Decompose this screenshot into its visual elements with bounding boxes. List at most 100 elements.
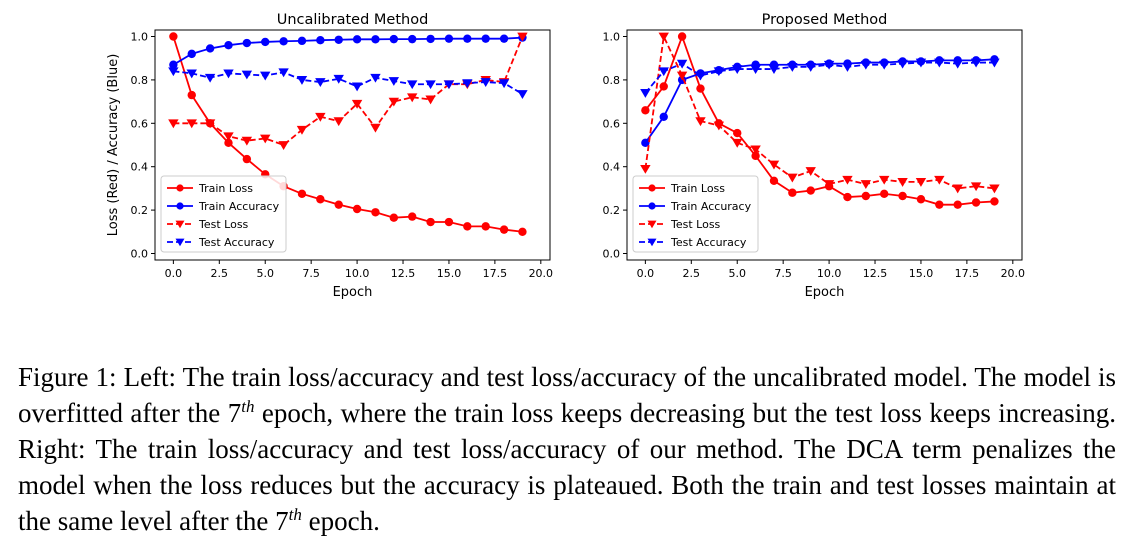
data-point bbox=[713, 67, 725, 77]
data-point bbox=[462, 79, 473, 89]
y-tick-label: 0.2 bbox=[603, 204, 621, 217]
data-point bbox=[915, 177, 927, 187]
data-point bbox=[696, 84, 705, 93]
x-tick-label: 12.5 bbox=[863, 267, 888, 280]
data-point bbox=[659, 82, 668, 91]
data-point bbox=[843, 192, 852, 202]
series-train-accuracy bbox=[169, 33, 527, 69]
data-point bbox=[499, 34, 509, 43]
x-tick-label: 17.5 bbox=[483, 267, 508, 280]
data-point bbox=[481, 34, 490, 43]
series-line bbox=[173, 70, 523, 95]
data-point bbox=[695, 71, 706, 81]
caption-text-3: epoch. bbox=[301, 506, 380, 536]
data-point bbox=[677, 32, 687, 41]
figure-charts: Uncalibrated Method 0.0 2.5 5.0 7.5 10.0 12.5 1… bbox=[106, 12, 1026, 300]
data-point bbox=[407, 80, 418, 90]
data-point bbox=[186, 69, 197, 79]
data-point bbox=[732, 138, 743, 148]
data-point bbox=[823, 180, 835, 189]
data-point bbox=[204, 73, 216, 83]
data-point bbox=[750, 65, 761, 74]
plot-frame bbox=[626, 29, 1023, 261]
data-point bbox=[897, 177, 908, 187]
legend: Train Loss Train Accuracy Test Loss Test Ac… bbox=[160, 175, 287, 253]
data-point bbox=[279, 37, 288, 46]
x-tick-label: 7.5 bbox=[302, 267, 320, 280]
data-point bbox=[463, 34, 472, 43]
data-point bbox=[297, 36, 307, 46]
x-tick-label: 15.0 bbox=[909, 267, 934, 280]
data-point bbox=[641, 106, 650, 115]
legend-marker bbox=[647, 238, 657, 247]
y-tick-label: 0.8 bbox=[603, 74, 621, 87]
data-point bbox=[842, 175, 853, 185]
data-point bbox=[517, 90, 528, 99]
data-point bbox=[187, 90, 196, 100]
data-point bbox=[695, 117, 706, 127]
data-point bbox=[224, 40, 233, 50]
series-test-loss bbox=[168, 32, 528, 150]
data-point bbox=[187, 49, 196, 59]
data-point bbox=[334, 35, 343, 44]
data-point bbox=[823, 60, 835, 70]
data-point bbox=[879, 60, 890, 70]
y-tick-label: 0.6 bbox=[603, 117, 621, 130]
data-point bbox=[787, 173, 798, 183]
data-point bbox=[641, 138, 650, 148]
data-point bbox=[934, 58, 945, 68]
data-point bbox=[517, 32, 528, 42]
data-point bbox=[443, 80, 455, 90]
y-tick-label: 0.0 bbox=[131, 247, 149, 260]
y-tick-label: 0.8 bbox=[131, 74, 149, 87]
data-point bbox=[480, 78, 491, 88]
data-point bbox=[952, 184, 963, 194]
data-point bbox=[297, 189, 307, 199]
data-point bbox=[915, 58, 927, 68]
data-point bbox=[658, 32, 669, 42]
data-point bbox=[242, 38, 252, 48]
data-point bbox=[389, 34, 399, 44]
data-point bbox=[371, 35, 380, 44]
data-point bbox=[261, 37, 270, 47]
data-point bbox=[444, 34, 454, 43]
data-point bbox=[260, 134, 271, 144]
data-point bbox=[388, 77, 400, 86]
legend-marker bbox=[176, 202, 184, 210]
x-tick-label: 20.0 bbox=[529, 267, 554, 280]
series-test-accuracy bbox=[168, 67, 528, 99]
data-point bbox=[444, 217, 454, 227]
legend-marker bbox=[648, 184, 656, 192]
data-point bbox=[334, 200, 343, 209]
x-tick-label: 5.0 bbox=[256, 267, 274, 280]
data-point bbox=[806, 186, 815, 195]
x-tick-label: 2.5 bbox=[683, 267, 701, 280]
plot-frame bbox=[154, 29, 551, 261]
data-point bbox=[879, 175, 890, 185]
data-point bbox=[333, 117, 344, 127]
chart-title: Proposed Method bbox=[762, 12, 888, 28]
data-point bbox=[296, 125, 308, 135]
x-tick-label: 20.0 bbox=[1001, 267, 1026, 280]
legend-label: Train Accuracy bbox=[670, 200, 752, 213]
x-tick-label: 12.5 bbox=[391, 267, 416, 280]
data-point bbox=[371, 208, 380, 217]
caption-superscript-2: th bbox=[288, 505, 302, 524]
series-line bbox=[173, 36, 524, 147]
data-point bbox=[842, 62, 853, 72]
data-point bbox=[316, 35, 325, 45]
data-point bbox=[388, 97, 400, 107]
data-point bbox=[751, 151, 760, 161]
data-point bbox=[389, 213, 399, 222]
data-point bbox=[952, 59, 963, 69]
data-point bbox=[676, 59, 688, 69]
caption-superscript-1: th bbox=[241, 397, 255, 416]
y-tick-label: 1.0 bbox=[131, 31, 149, 44]
caption-text-2: epoch, where the train loss keeps decrea… bbox=[18, 398, 1116, 536]
data-point bbox=[499, 225, 509, 234]
data-point bbox=[168, 119, 179, 129]
data-point bbox=[425, 95, 436, 105]
chart-2: Proposed Method 0.0 2.5 5.0 7.5 10.0 12.5 15.0 1… bbox=[603, 12, 1026, 300]
data-point bbox=[934, 175, 945, 185]
data-point bbox=[970, 58, 982, 68]
